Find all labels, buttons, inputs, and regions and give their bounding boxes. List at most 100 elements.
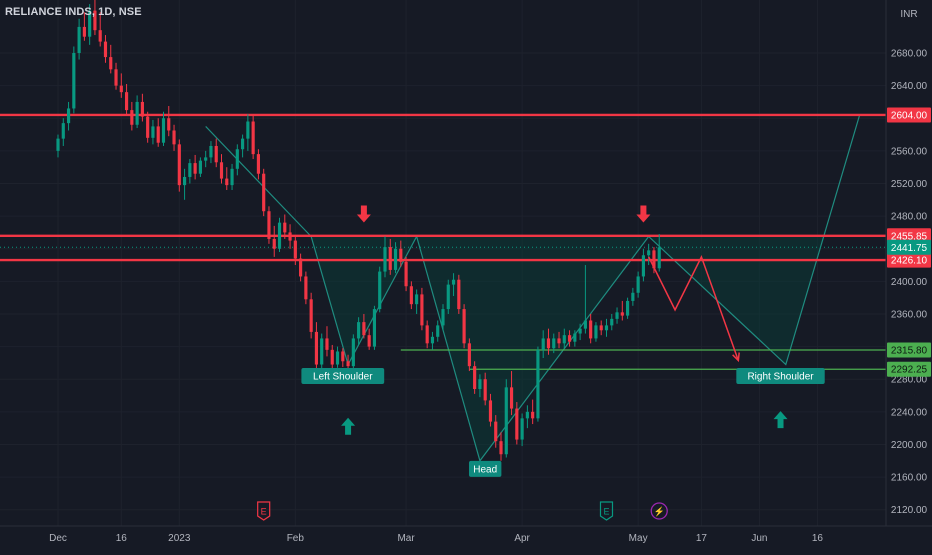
- y-tick-label: 2520.00: [891, 179, 928, 190]
- x-tick-label: Feb: [287, 533, 305, 544]
- y-tick-label: 2640.00: [891, 81, 928, 92]
- candle-body: [124, 92, 129, 111]
- annotation-left-shoulder: Left Shoulder: [301, 367, 385, 384]
- y-tick-label: 2240.00: [891, 407, 928, 418]
- x-tick-label: Dec: [49, 533, 67, 544]
- pattern-outline: [205, 114, 861, 463]
- y-tick-label: 2280.00: [891, 375, 928, 386]
- x-tick-label: Apr: [514, 533, 530, 544]
- earnings-icon[interactable]: E: [257, 501, 271, 521]
- candle-body: [626, 300, 630, 316]
- candle-body: [372, 309, 377, 347]
- candle-body: [140, 101, 144, 117]
- candle-body: [383, 247, 387, 272]
- candle-body: [388, 247, 392, 270]
- earnings-icon[interactable]: E: [599, 501, 614, 521]
- annotation-head: Head: [468, 460, 502, 477]
- candle-body: [578, 328, 582, 334]
- candle-body: [130, 110, 134, 125]
- candle-body: [573, 333, 577, 342]
- chart-title: RELIANCE INDS, 1D, NSE: [5, 6, 142, 18]
- dividend-icon[interactable]: ⚡: [650, 502, 668, 520]
- event-letter: ⚡: [654, 506, 665, 518]
- candle-body: [109, 57, 113, 70]
- candle-body: [473, 366, 477, 389]
- candle-body: [420, 294, 424, 326]
- up-arrow-icon: [341, 417, 356, 435]
- price-tag-text: 2604.00: [891, 110, 928, 121]
- candle-body: [98, 30, 102, 42]
- candle-body: [504, 387, 508, 455]
- candle-body: [494, 421, 498, 442]
- candle-body: [119, 85, 123, 93]
- candle-body: [93, 10, 97, 31]
- candle-body: [604, 325, 609, 331]
- price-tag: 2315.80: [887, 342, 931, 358]
- price-tag-text: 2455.85: [891, 231, 928, 242]
- candle-body: [256, 154, 260, 174]
- candle-body: [167, 118, 171, 131]
- candle-body: [641, 255, 645, 277]
- candles: [56, 0, 661, 461]
- candle-body: [151, 126, 155, 138]
- candle-body: [441, 309, 445, 326]
- price-tag: 2292.25: [887, 361, 931, 377]
- candle-body: [225, 178, 229, 186]
- candle-body: [546, 338, 551, 349]
- candle-body: [230, 168, 234, 186]
- candle-body: [177, 144, 181, 186]
- candle-body: [272, 238, 276, 249]
- price-tag-box: [887, 107, 931, 123]
- y-tick-label: 2120.00: [891, 505, 928, 516]
- price-tag: 2441.75: [887, 239, 931, 255]
- price-tag: 2455.85: [887, 228, 931, 244]
- event-letter: E: [603, 507, 609, 517]
- candle-body: [82, 26, 86, 37]
- candle-body: [362, 322, 366, 336]
- candle-body: [451, 279, 456, 285]
- candle-body: [88, 10, 92, 37]
- candle-body: [293, 240, 297, 259]
- pattern-area: [311, 235, 824, 461]
- candle-body: [589, 320, 593, 339]
- candle-body: [335, 351, 340, 365]
- candle-body: [241, 138, 245, 150]
- candle-body: [183, 176, 187, 186]
- candle-body: [219, 162, 224, 179]
- candle-body: [346, 361, 350, 367]
- price-axis: [886, 0, 932, 550]
- candle-body: [135, 101, 139, 125]
- earnings-icon-shape: [257, 501, 271, 521]
- y-tick-label: 2480.00: [891, 212, 928, 223]
- earnings-icon-shape: [599, 501, 614, 521]
- annotation-text: Head: [473, 464, 497, 475]
- price-tag-box: [887, 342, 931, 358]
- candle-body: [246, 121, 250, 139]
- candle-body: [446, 284, 450, 310]
- candle-body: [647, 250, 651, 256]
- candle-body: [114, 69, 118, 86]
- annotation-box: [736, 367, 825, 384]
- dividend-icon-ring: [650, 502, 668, 520]
- x-tick-label: 16: [116, 533, 128, 544]
- y-tick-label: 2560.00: [891, 146, 928, 157]
- candle-body: [209, 145, 213, 158]
- price-tag-box: [887, 239, 931, 255]
- candle-body: [156, 126, 160, 143]
- x-tick-label: Jun: [751, 533, 767, 544]
- candle-body: [341, 351, 345, 362]
- candle-body: [277, 222, 282, 249]
- candle-body: [425, 325, 429, 344]
- candle-body: [204, 157, 208, 161]
- candle-body: [467, 343, 471, 367]
- candle-body: [193, 163, 197, 174]
- price-tag: 2426.10: [887, 252, 931, 268]
- candle-body: [103, 41, 108, 58]
- candle-body: [483, 379, 487, 401]
- candle-body: [594, 325, 598, 339]
- candle-body: [457, 279, 461, 310]
- candle-body: [631, 292, 635, 301]
- candle-body: [499, 441, 503, 455]
